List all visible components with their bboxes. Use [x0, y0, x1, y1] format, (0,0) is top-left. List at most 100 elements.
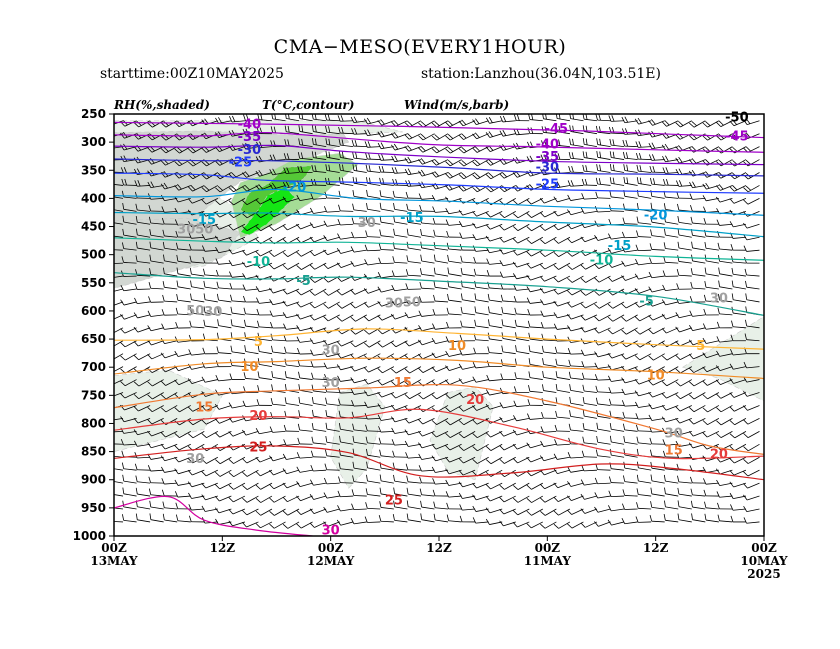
wind-barb: [337, 387, 354, 394]
wind-barb: [160, 443, 178, 450]
temperature-label: 10: [448, 339, 466, 354]
wind-barb: [135, 513, 151, 523]
wind-barb: [664, 228, 679, 238]
wind-barb: [217, 319, 232, 329]
temperature-label: -25: [229, 155, 253, 170]
wind-barb: [731, 320, 746, 329]
wind-barb: [485, 482, 503, 490]
wind-barb: [122, 500, 137, 510]
wind-barb: [366, 474, 381, 484]
wind-barb: [310, 479, 327, 486]
wind-barb: [635, 424, 652, 432]
wind-barb: [555, 358, 570, 368]
wind-barb: [730, 515, 746, 523]
wind-barb: [120, 299, 137, 306]
wind-barb: [715, 196, 733, 203]
wind-barb: [214, 495, 232, 502]
wind-barb: [499, 236, 516, 243]
wind-barb: [661, 392, 679, 399]
wind-barb: [161, 194, 178, 202]
wind-barb: [528, 385, 543, 393]
wind-barb: [325, 422, 340, 432]
wind-barb: [190, 280, 205, 290]
wind-barb: [609, 163, 625, 173]
wind-barb: [174, 456, 191, 463]
wind-barb: [365, 230, 381, 238]
wind-barb: [431, 194, 449, 202]
wind-barb: [120, 313, 137, 320]
wind-barb: [366, 189, 381, 199]
wind-barb: [187, 469, 205, 476]
wind-barb: [379, 215, 394, 225]
wind-barb: [230, 345, 245, 355]
wind-barb: [390, 120, 408, 127]
pressure-tick-label: 450: [81, 220, 106, 234]
wind-barb: [512, 508, 530, 516]
chart-title: CMA−MESO(EVERY1HOUR): [273, 36, 567, 58]
wind-barb: [580, 236, 598, 243]
wind-barb: [257, 345, 273, 355]
wind-barb: [114, 455, 124, 458]
wind-barb: [201, 405, 218, 411]
wind-barb: [282, 521, 300, 529]
wind-barb: [501, 345, 516, 355]
wind-barb: [542, 371, 557, 380]
wind-barb: [664, 500, 679, 510]
wind-barb: [689, 405, 706, 413]
wind-barb: [364, 141, 381, 148]
wind-barb: [580, 521, 598, 528]
wind-barb: [675, 326, 692, 333]
wind-barb: [636, 216, 652, 225]
wind-barb: [390, 404, 408, 411]
wind-barb: [744, 333, 760, 342]
wind-barb: [336, 352, 354, 359]
wind-barb: [675, 418, 692, 424]
wind-barb: [201, 376, 218, 383]
wind-barb: [716, 321, 733, 329]
wind-barb: [731, 267, 747, 277]
wind-barb: [675, 120, 692, 128]
wind-barb: [689, 181, 706, 189]
wind-barb: [568, 359, 584, 368]
wind-barb: [269, 310, 286, 317]
wind-barb: [499, 482, 516, 490]
wind-barb: [244, 345, 259, 355]
wind-barb: [363, 353, 381, 361]
wind-barb: [675, 405, 692, 412]
wind-barb: [729, 492, 747, 500]
wind-barb: [446, 230, 462, 238]
wind-barb: [472, 132, 489, 140]
wind-barb: [216, 281, 232, 290]
rh-label: 30: [186, 452, 204, 467]
wind-barb: [215, 360, 232, 368]
wind-barb: [649, 243, 665, 251]
temperature-label: 10: [647, 369, 665, 384]
wind-barb: [580, 314, 598, 321]
wind-barb: [729, 418, 747, 426]
wind-barb: [114, 443, 124, 445]
pressure-tick-label: 350: [81, 163, 106, 177]
temperature-label: -30: [536, 160, 560, 175]
wind-barb: [393, 228, 408, 238]
wind-barb: [283, 439, 300, 446]
wind-barb: [114, 507, 124, 510]
temperature-label: -5: [639, 294, 653, 309]
wind-barb: [729, 159, 747, 167]
wind-barb: [350, 314, 367, 322]
wind-barb: [147, 310, 164, 317]
wind-barb: [623, 176, 638, 186]
wind-barb: [621, 517, 638, 525]
wind-barb: [255, 210, 273, 218]
wind-barb: [203, 268, 218, 277]
wind-barb: [472, 376, 489, 383]
wind-barb: [337, 115, 354, 122]
wind-barb: [636, 502, 652, 510]
wind-barb: [459, 334, 476, 342]
wind-barb: [323, 206, 340, 213]
wind-barb: [270, 412, 286, 419]
wind-barb: [420, 500, 435, 510]
wind-barb: [542, 384, 557, 393]
wind-barb: [175, 321, 191, 329]
wind-barb: [622, 423, 638, 432]
wind-barb: [473, 347, 489, 355]
